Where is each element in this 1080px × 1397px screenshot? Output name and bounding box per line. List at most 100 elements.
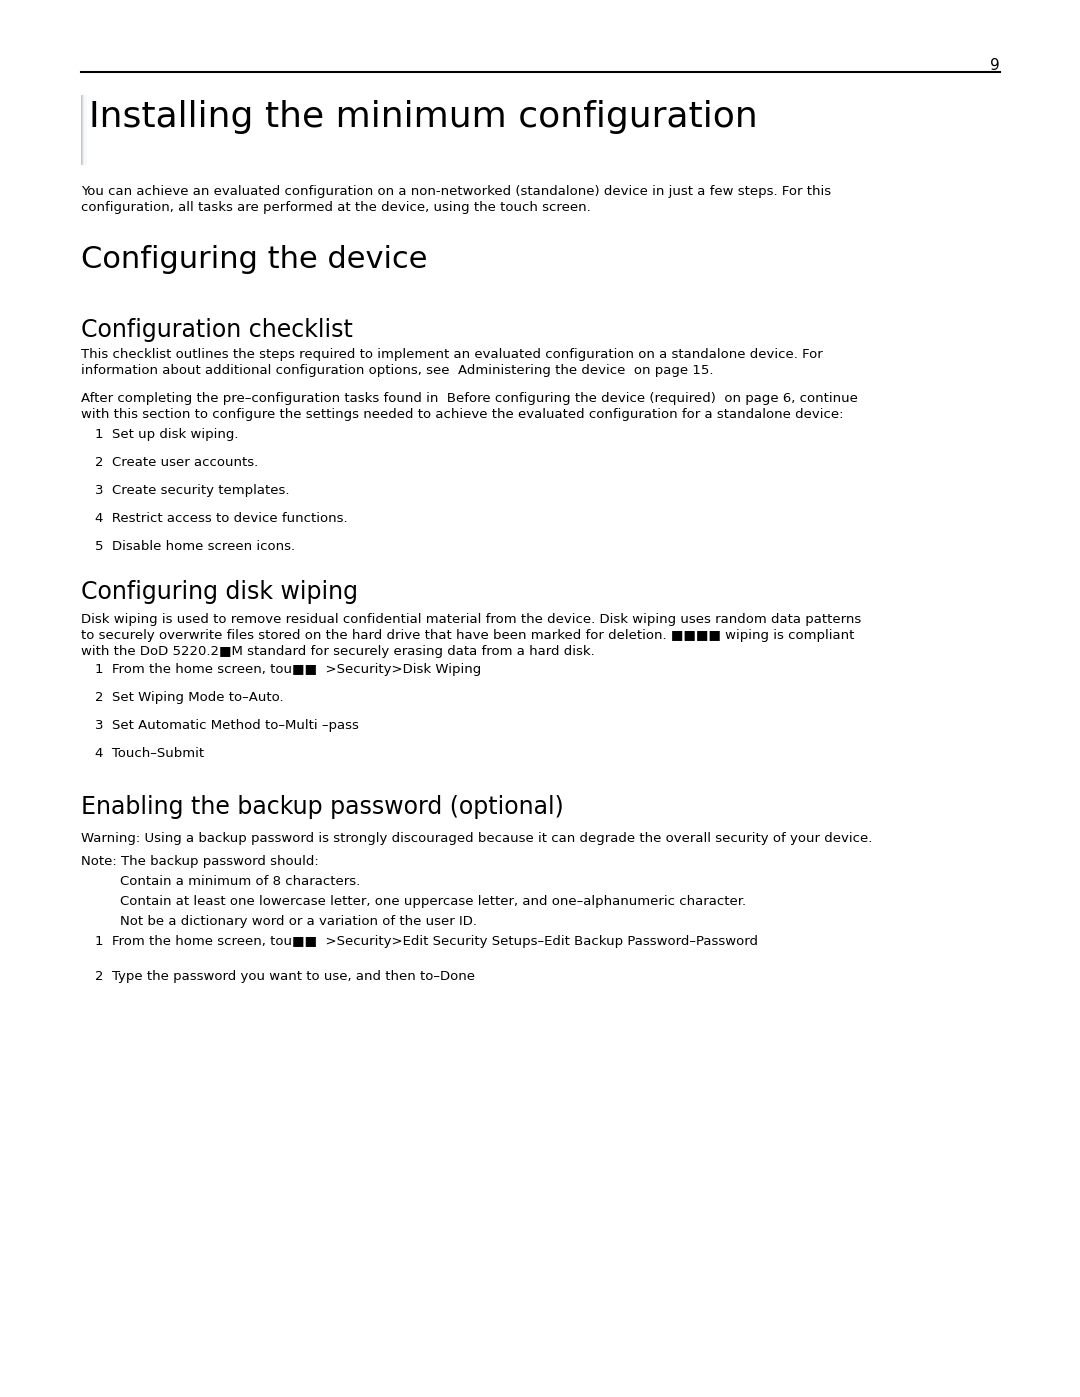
Bar <box>81 95 84 165</box>
Bar <box>82 95 84 165</box>
Bar <box>82 95 85 165</box>
Bar <box>83 95 86 165</box>
Bar <box>81 95 84 165</box>
Bar <box>81 95 84 165</box>
Bar <box>81 95 84 165</box>
Bar <box>82 95 85 165</box>
Bar <box>83 95 86 165</box>
Bar <box>82 95 85 165</box>
Bar <box>82 95 85 165</box>
Bar <box>81 95 84 165</box>
Bar <box>82 95 85 165</box>
Bar <box>83 95 86 165</box>
Bar <box>83 95 86 165</box>
Bar <box>82 95 85 165</box>
Bar <box>83 95 85 165</box>
Bar <box>82 95 85 165</box>
Bar <box>84 95 86 165</box>
Bar <box>82 95 84 165</box>
Bar <box>83 95 86 165</box>
Bar <box>82 95 85 165</box>
Bar <box>83 95 86 165</box>
Bar <box>82 95 84 165</box>
Bar <box>83 95 86 165</box>
Bar <box>83 95 86 165</box>
Bar <box>83 95 86 165</box>
Bar <box>82 95 85 165</box>
Bar <box>82 95 85 165</box>
Bar <box>83 95 86 165</box>
Bar <box>83 95 86 165</box>
Bar <box>84 95 87 165</box>
Text: with the DoD 5220.2■M standard for securely erasing data from a hard disk.: with the DoD 5220.2■M standard for secur… <box>81 645 595 658</box>
Bar <box>82 95 85 165</box>
Bar <box>82 95 85 165</box>
Bar <box>83 95 86 165</box>
Bar <box>84 95 86 165</box>
Bar <box>82 95 85 165</box>
Text: Contain at least one lowercase letter, one uppercase letter, and one–alphanumeri: Contain at least one lowercase letter, o… <box>120 895 746 908</box>
Bar <box>84 95 86 165</box>
Bar <box>83 95 86 165</box>
Bar <box>83 95 86 165</box>
Text: You can achieve an evaluated configuration on a non-networked (standalone) devic: You can achieve an evaluated configurati… <box>81 184 832 198</box>
Bar <box>81 95 84 165</box>
Bar <box>84 95 87 165</box>
Bar <box>81 95 84 165</box>
Bar <box>83 95 86 165</box>
Bar <box>83 95 86 165</box>
Bar <box>83 95 86 165</box>
Bar <box>82 95 85 165</box>
Bar <box>83 95 85 165</box>
Bar <box>83 95 86 165</box>
Bar <box>83 95 86 165</box>
Bar <box>82 95 85 165</box>
Bar <box>82 95 85 165</box>
Bar <box>82 95 85 165</box>
Bar <box>82 95 85 165</box>
Bar <box>83 95 86 165</box>
Bar <box>81 95 84 165</box>
Bar <box>82 95 84 165</box>
Bar <box>83 95 86 165</box>
Text: information about additional configuration options, see  Administering the devic: information about additional configurati… <box>81 365 714 377</box>
Bar <box>81 95 84 165</box>
Bar <box>83 95 85 165</box>
Bar <box>81 95 84 165</box>
Bar <box>82 95 85 165</box>
Bar <box>82 95 85 165</box>
Bar <box>84 95 86 165</box>
Bar <box>84 95 87 165</box>
Bar <box>81 95 84 165</box>
Bar <box>81 95 84 165</box>
Bar <box>83 95 86 165</box>
Bar <box>82 95 85 165</box>
Bar <box>83 95 86 165</box>
Bar <box>84 95 86 165</box>
Bar <box>82 95 85 165</box>
Bar <box>83 95 86 165</box>
Bar <box>83 95 86 165</box>
Bar <box>81 95 84 165</box>
Bar <box>82 95 85 165</box>
Bar <box>81 95 84 165</box>
Bar <box>82 95 84 165</box>
Bar <box>84 95 86 165</box>
Bar <box>82 95 85 165</box>
Bar <box>82 95 85 165</box>
Bar <box>81 95 84 165</box>
Bar <box>82 95 85 165</box>
Bar <box>83 95 86 165</box>
Bar <box>81 95 84 165</box>
Bar <box>82 95 84 165</box>
Bar <box>83 95 86 165</box>
Bar <box>81 95 84 165</box>
Bar <box>83 95 86 165</box>
Bar <box>83 95 86 165</box>
Bar <box>82 95 84 165</box>
Bar <box>83 95 86 165</box>
Bar <box>81 95 84 165</box>
Text: This checklist outlines the steps required to implement an evaluated configurati: This checklist outlines the steps requir… <box>81 348 823 360</box>
Bar <box>82 95 85 165</box>
Text: 2  Set Wiping Mode to–Auto.: 2 Set Wiping Mode to–Auto. <box>95 692 284 704</box>
